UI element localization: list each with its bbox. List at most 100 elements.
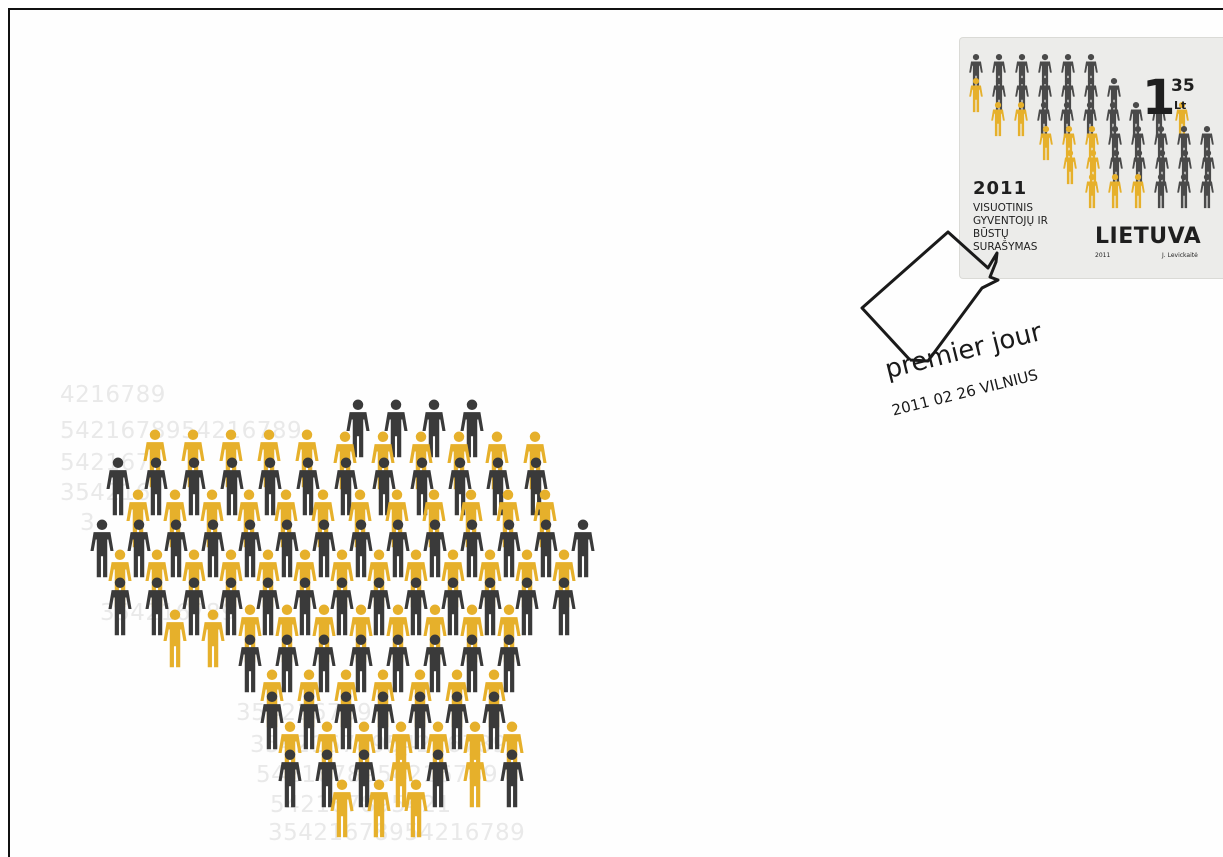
person-icon <box>201 609 225 668</box>
bg-number-row: 5421678954216789 <box>60 418 303 444</box>
stamp-person-icon <box>969 54 983 89</box>
stamp-person-icon <box>1129 102 1143 137</box>
stamp-person-icon <box>1178 150 1192 185</box>
person-icon <box>524 457 548 516</box>
stamp-person-icon <box>1037 102 1051 137</box>
stamp-value-cents: 35 <box>1171 76 1195 96</box>
stamp-person-icon <box>1060 102 1074 137</box>
person-icon <box>297 691 321 750</box>
stamp-currency: Lt <box>1174 99 1187 112</box>
person-icon <box>144 457 168 516</box>
stamp-designer: J. Levickaitė <box>1162 252 1198 259</box>
person-icon <box>389 749 413 808</box>
person-icon <box>256 577 280 636</box>
stamp-person-icon <box>1152 102 1166 137</box>
person-icon <box>386 634 410 693</box>
person-icon <box>367 779 391 838</box>
lithuania-people-map <box>90 399 595 838</box>
stamp-person-icon <box>1085 174 1099 209</box>
stamp-person-icon <box>1106 102 1120 137</box>
postage-stamp: 2011 VISUOTINIS GYVENTOJŲ IR BŪSTŲ SURAŠ… <box>960 38 1223 278</box>
person-icon <box>423 519 447 578</box>
person-icon <box>478 577 502 636</box>
stamp-person-icon <box>1015 78 1029 113</box>
person-icon <box>312 634 336 693</box>
person-icon <box>258 457 282 516</box>
person-icon <box>552 577 576 636</box>
person-icon <box>497 519 521 578</box>
person-icon <box>182 457 206 516</box>
person-icon <box>108 577 132 636</box>
person-icon <box>315 749 339 808</box>
person-icon <box>220 457 244 516</box>
person-icon <box>571 519 595 578</box>
person-icon <box>367 577 391 636</box>
stamp-person-icon <box>1061 78 1075 113</box>
person-icon <box>486 457 510 516</box>
stamp-country: LIETUVA <box>1095 224 1202 249</box>
stamp-year: 2011 <box>973 178 1028 199</box>
house-outline-icon <box>860 230 1000 363</box>
stamp-person-icon <box>992 78 1006 113</box>
stamp-person-icon <box>1200 126 1214 161</box>
person-icon <box>275 634 299 693</box>
person-icon <box>422 399 446 458</box>
person-icon <box>312 519 336 578</box>
person-icon <box>106 457 130 516</box>
stamp-person-icon <box>1201 150 1215 185</box>
stamp-person-icon <box>1062 126 1076 161</box>
person-icon <box>330 779 354 838</box>
person-icon <box>423 634 447 693</box>
person-icon <box>441 577 465 636</box>
person-icon <box>163 609 187 668</box>
person-icon <box>296 457 320 516</box>
person-icon <box>460 519 484 578</box>
stamp-person-icon <box>1131 126 1145 161</box>
person-icon <box>352 749 376 808</box>
stamp-person-icon <box>1108 126 1122 161</box>
stamp-person-icon <box>1177 174 1191 209</box>
person-icon <box>334 457 358 516</box>
person-icon <box>426 749 450 808</box>
person-icon <box>293 577 317 636</box>
stamp-value: 1 <box>1142 70 1176 126</box>
person-icon <box>515 577 539 636</box>
person-icon <box>127 519 151 578</box>
person-icon <box>278 749 302 808</box>
person-icon <box>460 634 484 693</box>
person-icon <box>201 519 225 578</box>
envelope: 4216789 5421678954216789 542167 354216 3… <box>8 8 1223 857</box>
stamp-person-icon <box>1154 174 1168 209</box>
stamp-person-icon <box>1154 126 1168 161</box>
person-icon <box>408 691 432 750</box>
stamp-person-icon <box>1038 54 1052 89</box>
person-icon <box>372 457 396 516</box>
person-icon <box>445 691 469 750</box>
person-icon <box>534 519 558 578</box>
person-icon <box>346 399 370 458</box>
person-icon <box>482 691 506 750</box>
stamp-person-icon <box>1014 102 1028 137</box>
stamp-text-line: GYVENTOJŲ IR <box>973 215 1048 227</box>
stamp-text-line: SURAŠYMAS <box>973 241 1038 253</box>
stamp-person-icon <box>969 78 983 113</box>
stamp-person-icon <box>1132 150 1146 185</box>
bg-number-row: 542167 <box>60 450 151 476</box>
person-icon <box>410 457 434 516</box>
person-icon <box>219 577 243 636</box>
person-icon <box>182 577 206 636</box>
person-icon <box>463 749 487 808</box>
stamp-person-icon <box>1200 174 1214 209</box>
stamp-small-year: 2011 <box>1095 252 1111 259</box>
stamp-person-icon <box>1038 78 1052 113</box>
person-icon <box>145 577 169 636</box>
person-icon <box>500 749 524 808</box>
stamp-people-illustration <box>969 54 1215 209</box>
person-icon <box>349 634 373 693</box>
stamp-person-icon <box>1131 174 1145 209</box>
person-icon <box>238 519 262 578</box>
person-icon <box>330 577 354 636</box>
stamp-person-icon <box>1108 174 1122 209</box>
person-icon <box>238 634 262 693</box>
person-icon <box>448 457 472 516</box>
